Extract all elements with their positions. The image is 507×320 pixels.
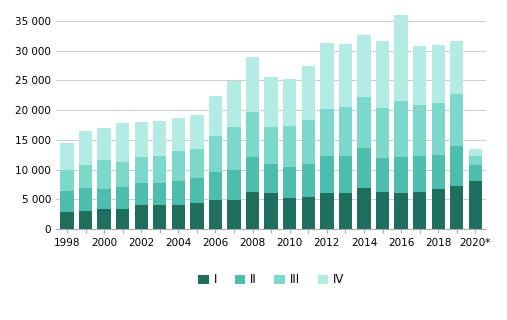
Bar (116, 162, 129, 187)
Bar (265, 193, 278, 229)
Bar (153, 204, 166, 229)
Bar (339, 44, 352, 107)
Bar (97, 128, 111, 160)
Legend: I, II, III, IV: I, II, III, IV (198, 273, 344, 286)
Bar (468, 165, 482, 181)
Bar (376, 192, 389, 229)
Bar (265, 127, 278, 164)
Bar (227, 81, 241, 127)
Bar (357, 97, 371, 148)
Bar (60, 143, 74, 170)
Bar (134, 183, 148, 204)
Bar (413, 192, 426, 229)
Bar (190, 178, 204, 204)
Bar (227, 127, 241, 170)
Bar (209, 200, 222, 229)
Bar (97, 209, 111, 229)
Bar (394, 157, 408, 193)
Bar (357, 148, 371, 188)
Bar (468, 156, 482, 165)
Bar (190, 204, 204, 229)
Bar (79, 188, 92, 211)
Bar (116, 187, 129, 209)
Bar (302, 197, 315, 229)
Bar (246, 157, 259, 192)
Bar (172, 205, 185, 229)
Bar (79, 211, 92, 229)
Bar (97, 160, 111, 188)
Bar (376, 108, 389, 158)
Bar (246, 57, 259, 112)
Bar (283, 198, 297, 229)
Bar (339, 193, 352, 229)
Bar (302, 120, 315, 164)
Bar (265, 77, 278, 127)
Bar (79, 165, 92, 188)
Bar (153, 121, 166, 156)
Bar (153, 183, 166, 204)
Bar (431, 189, 445, 229)
Bar (394, 100, 408, 157)
Bar (431, 45, 445, 103)
Bar (60, 170, 74, 191)
Bar (357, 35, 371, 97)
Bar (134, 157, 148, 183)
Bar (450, 41, 463, 94)
Bar (468, 149, 482, 156)
Bar (283, 79, 297, 125)
Bar (172, 118, 185, 151)
Bar (376, 41, 389, 108)
Bar (394, 193, 408, 229)
Bar (431, 103, 445, 155)
Bar (450, 186, 463, 229)
Bar (450, 94, 463, 146)
Bar (302, 164, 315, 197)
Bar (246, 192, 259, 229)
Bar (413, 156, 426, 192)
Bar (60, 212, 74, 229)
Bar (97, 188, 111, 209)
Bar (413, 105, 426, 156)
Bar (172, 181, 185, 205)
Bar (246, 112, 259, 157)
Bar (227, 200, 241, 229)
Bar (134, 122, 148, 157)
Bar (320, 156, 334, 193)
Bar (283, 125, 297, 167)
Bar (153, 156, 166, 183)
Bar (468, 181, 482, 229)
Bar (116, 209, 129, 229)
Bar (209, 96, 222, 136)
Bar (413, 46, 426, 105)
Bar (265, 164, 278, 193)
Bar (116, 123, 129, 162)
Bar (134, 204, 148, 229)
Bar (60, 191, 74, 212)
Bar (227, 170, 241, 200)
Bar (209, 172, 222, 200)
Bar (431, 155, 445, 189)
Bar (190, 149, 204, 178)
Bar (302, 66, 315, 120)
Bar (376, 158, 389, 192)
Bar (320, 109, 334, 156)
Bar (339, 156, 352, 193)
Bar (320, 193, 334, 229)
Bar (209, 136, 222, 172)
Bar (357, 188, 371, 229)
Bar (320, 43, 334, 109)
Bar (190, 115, 204, 149)
Bar (339, 107, 352, 156)
Bar (79, 131, 92, 165)
Bar (172, 151, 185, 181)
Bar (394, 15, 408, 100)
Bar (450, 146, 463, 186)
Bar (283, 167, 297, 198)
